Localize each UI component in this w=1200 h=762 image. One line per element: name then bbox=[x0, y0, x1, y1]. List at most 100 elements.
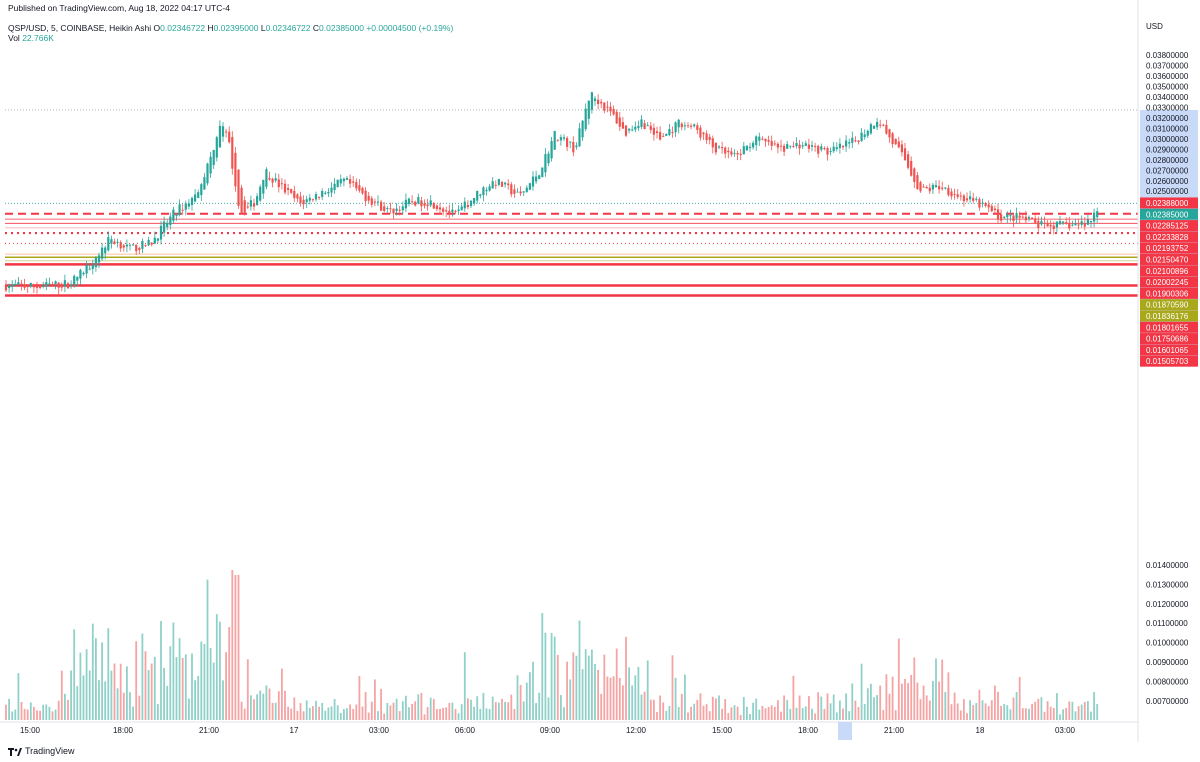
candle-body bbox=[1096, 211, 1099, 218]
volume-tick-label: 0.01300000 bbox=[1146, 580, 1189, 589]
candle-body bbox=[1080, 221, 1083, 225]
volume-bar bbox=[560, 695, 562, 720]
candle-body bbox=[649, 125, 652, 131]
candle-body bbox=[587, 100, 590, 119]
volume-bar bbox=[919, 699, 922, 720]
volume-bar bbox=[922, 685, 925, 720]
volume-bar bbox=[907, 683, 909, 720]
candle-body bbox=[367, 195, 370, 201]
candle-body bbox=[789, 145, 792, 147]
volume-bar bbox=[265, 685, 268, 720]
candle-body bbox=[463, 201, 466, 209]
volume-bar bbox=[284, 690, 286, 720]
volume-bar bbox=[392, 702, 395, 720]
volume-bar bbox=[349, 704, 351, 720]
candle-body bbox=[485, 189, 488, 192]
candle-body bbox=[138, 247, 141, 250]
candle-body bbox=[1055, 221, 1058, 228]
volume-bar bbox=[1015, 692, 1018, 720]
volume-bar bbox=[516, 675, 519, 720]
candle-body bbox=[1003, 216, 1006, 218]
price-tick-label: 0.02600000 bbox=[1146, 177, 1189, 186]
candle-body bbox=[690, 125, 693, 127]
candle-body bbox=[531, 176, 535, 187]
volume-bar bbox=[724, 698, 727, 720]
volume-bar bbox=[773, 706, 776, 720]
volume-bar bbox=[742, 697, 745, 720]
high-label: H bbox=[207, 23, 214, 33]
candle-body bbox=[597, 99, 600, 105]
candle-body bbox=[321, 190, 324, 197]
candle-body bbox=[522, 191, 525, 193]
volume-bar bbox=[451, 702, 454, 720]
candle-body bbox=[581, 120, 584, 138]
volume-bar bbox=[581, 669, 584, 720]
volume-bar bbox=[346, 708, 348, 720]
candle-body bbox=[724, 147, 727, 154]
volume-bar bbox=[330, 706, 333, 720]
candle-body bbox=[203, 177, 206, 190]
volume-bar bbox=[54, 709, 57, 720]
volume-bar bbox=[538, 692, 541, 720]
volume-bar bbox=[166, 685, 169, 720]
volume-bar bbox=[767, 706, 770, 720]
candle-body bbox=[8, 285, 11, 289]
candle-body bbox=[435, 205, 438, 210]
candle-body bbox=[265, 169, 268, 187]
volume-bar bbox=[1009, 709, 1012, 720]
candle-body bbox=[953, 193, 956, 195]
candle-body bbox=[817, 145, 820, 154]
price-tag bbox=[1140, 253, 1198, 265]
candle-body bbox=[51, 283, 54, 285]
candle-body bbox=[693, 124, 696, 127]
price-tag-label: 0.02285125 bbox=[1146, 222, 1189, 231]
price-tag bbox=[1140, 242, 1198, 254]
volume-bar bbox=[1096, 704, 1099, 720]
volume-bar bbox=[253, 699, 255, 720]
volume-bar bbox=[882, 709, 885, 720]
symbol-info[interactable]: QSP/USD, 5, COINBASE, Heikin Ashi bbox=[8, 23, 152, 33]
price-tag-label: 0.02100896 bbox=[1146, 267, 1189, 276]
candle-body bbox=[252, 203, 256, 207]
candle-body bbox=[752, 142, 755, 148]
candle-body bbox=[702, 132, 705, 135]
volume-bar bbox=[640, 694, 643, 720]
candle-body bbox=[507, 183, 510, 186]
candle-body bbox=[525, 187, 528, 192]
candle-body bbox=[922, 186, 925, 188]
volume-bar bbox=[569, 679, 572, 720]
candle-body bbox=[473, 197, 476, 204]
candle-body bbox=[646, 125, 649, 127]
candle-body bbox=[739, 153, 742, 155]
volume-bar bbox=[222, 680, 224, 720]
candle-body bbox=[900, 144, 903, 153]
candle-body bbox=[711, 138, 714, 148]
candle-body bbox=[451, 209, 454, 213]
candle-body bbox=[773, 143, 776, 145]
candle-body bbox=[70, 284, 73, 286]
candle-body bbox=[1024, 216, 1027, 221]
candle-body bbox=[268, 177, 271, 180]
volume-bar bbox=[339, 712, 342, 720]
volume-bar bbox=[795, 707, 798, 720]
price-tag-label: 0.02002245 bbox=[1146, 278, 1189, 287]
candle-body bbox=[330, 187, 333, 193]
volume-bar bbox=[959, 710, 962, 720]
candle-body bbox=[448, 210, 451, 214]
candle-body bbox=[829, 151, 832, 153]
volume-bar bbox=[594, 663, 596, 720]
candle-body bbox=[454, 210, 457, 212]
candle-body bbox=[1040, 221, 1043, 225]
candle-body bbox=[225, 131, 228, 133]
candle-body bbox=[407, 198, 411, 205]
time-axis[interactable]: 15:00 18:00 21:00 17 03:00 06:00 09:00 12:00 15:… bbox=[0, 721, 1138, 740]
candle-body bbox=[541, 167, 544, 178]
volume-bar bbox=[98, 680, 100, 720]
volume-bar bbox=[643, 691, 646, 720]
footer-brand[interactable]: TradingView bbox=[8, 746, 75, 756]
volume-bar bbox=[188, 698, 190, 720]
candle-body bbox=[944, 187, 947, 189]
candle-body bbox=[721, 147, 724, 149]
